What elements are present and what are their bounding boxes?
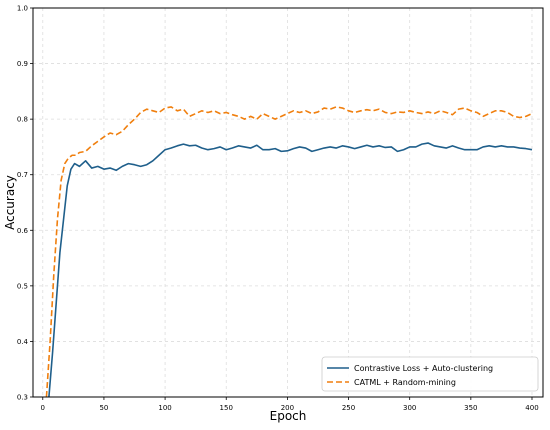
y-tick-label: 0.6 [17,227,29,235]
x-tick-label: 0 [41,404,45,412]
x-axis-label: Epoch [270,409,307,423]
series-lines [45,106,533,398]
x-tick-label: 200 [281,404,294,412]
x-tick-label: 250 [342,404,355,412]
x-tick-label: 100 [158,404,171,412]
grid [33,7,543,398]
x-tick-label: 300 [403,404,416,412]
x-tick-label: 400 [525,404,538,412]
y-tick-label: 0.7 [17,171,28,179]
x-axis-ticks: 0 50 100 150 200 250 300 350 400 [41,397,539,412]
legend: Contrastive Loss + Auto-clustering CATML … [321,356,539,392]
series-line-1 [45,106,533,398]
x-tick-label: 350 [464,404,477,412]
plot-frame [32,7,544,398]
legend-box [321,356,539,392]
x-tick-label: 50 [99,404,108,412]
y-axis-ticks: 0.3 0.4 0.5 0.6 0.7 0.8 0.9 1.0 [17,5,33,402]
legend-label-1: CATML + Random-mining [354,378,456,387]
y-axis-label: Accuracy [3,175,17,230]
legend-label-0: Contrastive Loss + Auto-clustering [354,364,493,373]
y-tick-label: 0.5 [17,282,28,290]
y-tick-label: 0.4 [17,338,29,346]
y-tick-label: 0.9 [17,60,28,68]
series-line-0 [48,142,533,398]
y-tick-label: 0.8 [17,116,28,124]
y-tick-label: 0.3 [17,394,28,402]
x-tick-label: 150 [220,404,233,412]
y-tick-label: 1.0 [17,5,28,13]
